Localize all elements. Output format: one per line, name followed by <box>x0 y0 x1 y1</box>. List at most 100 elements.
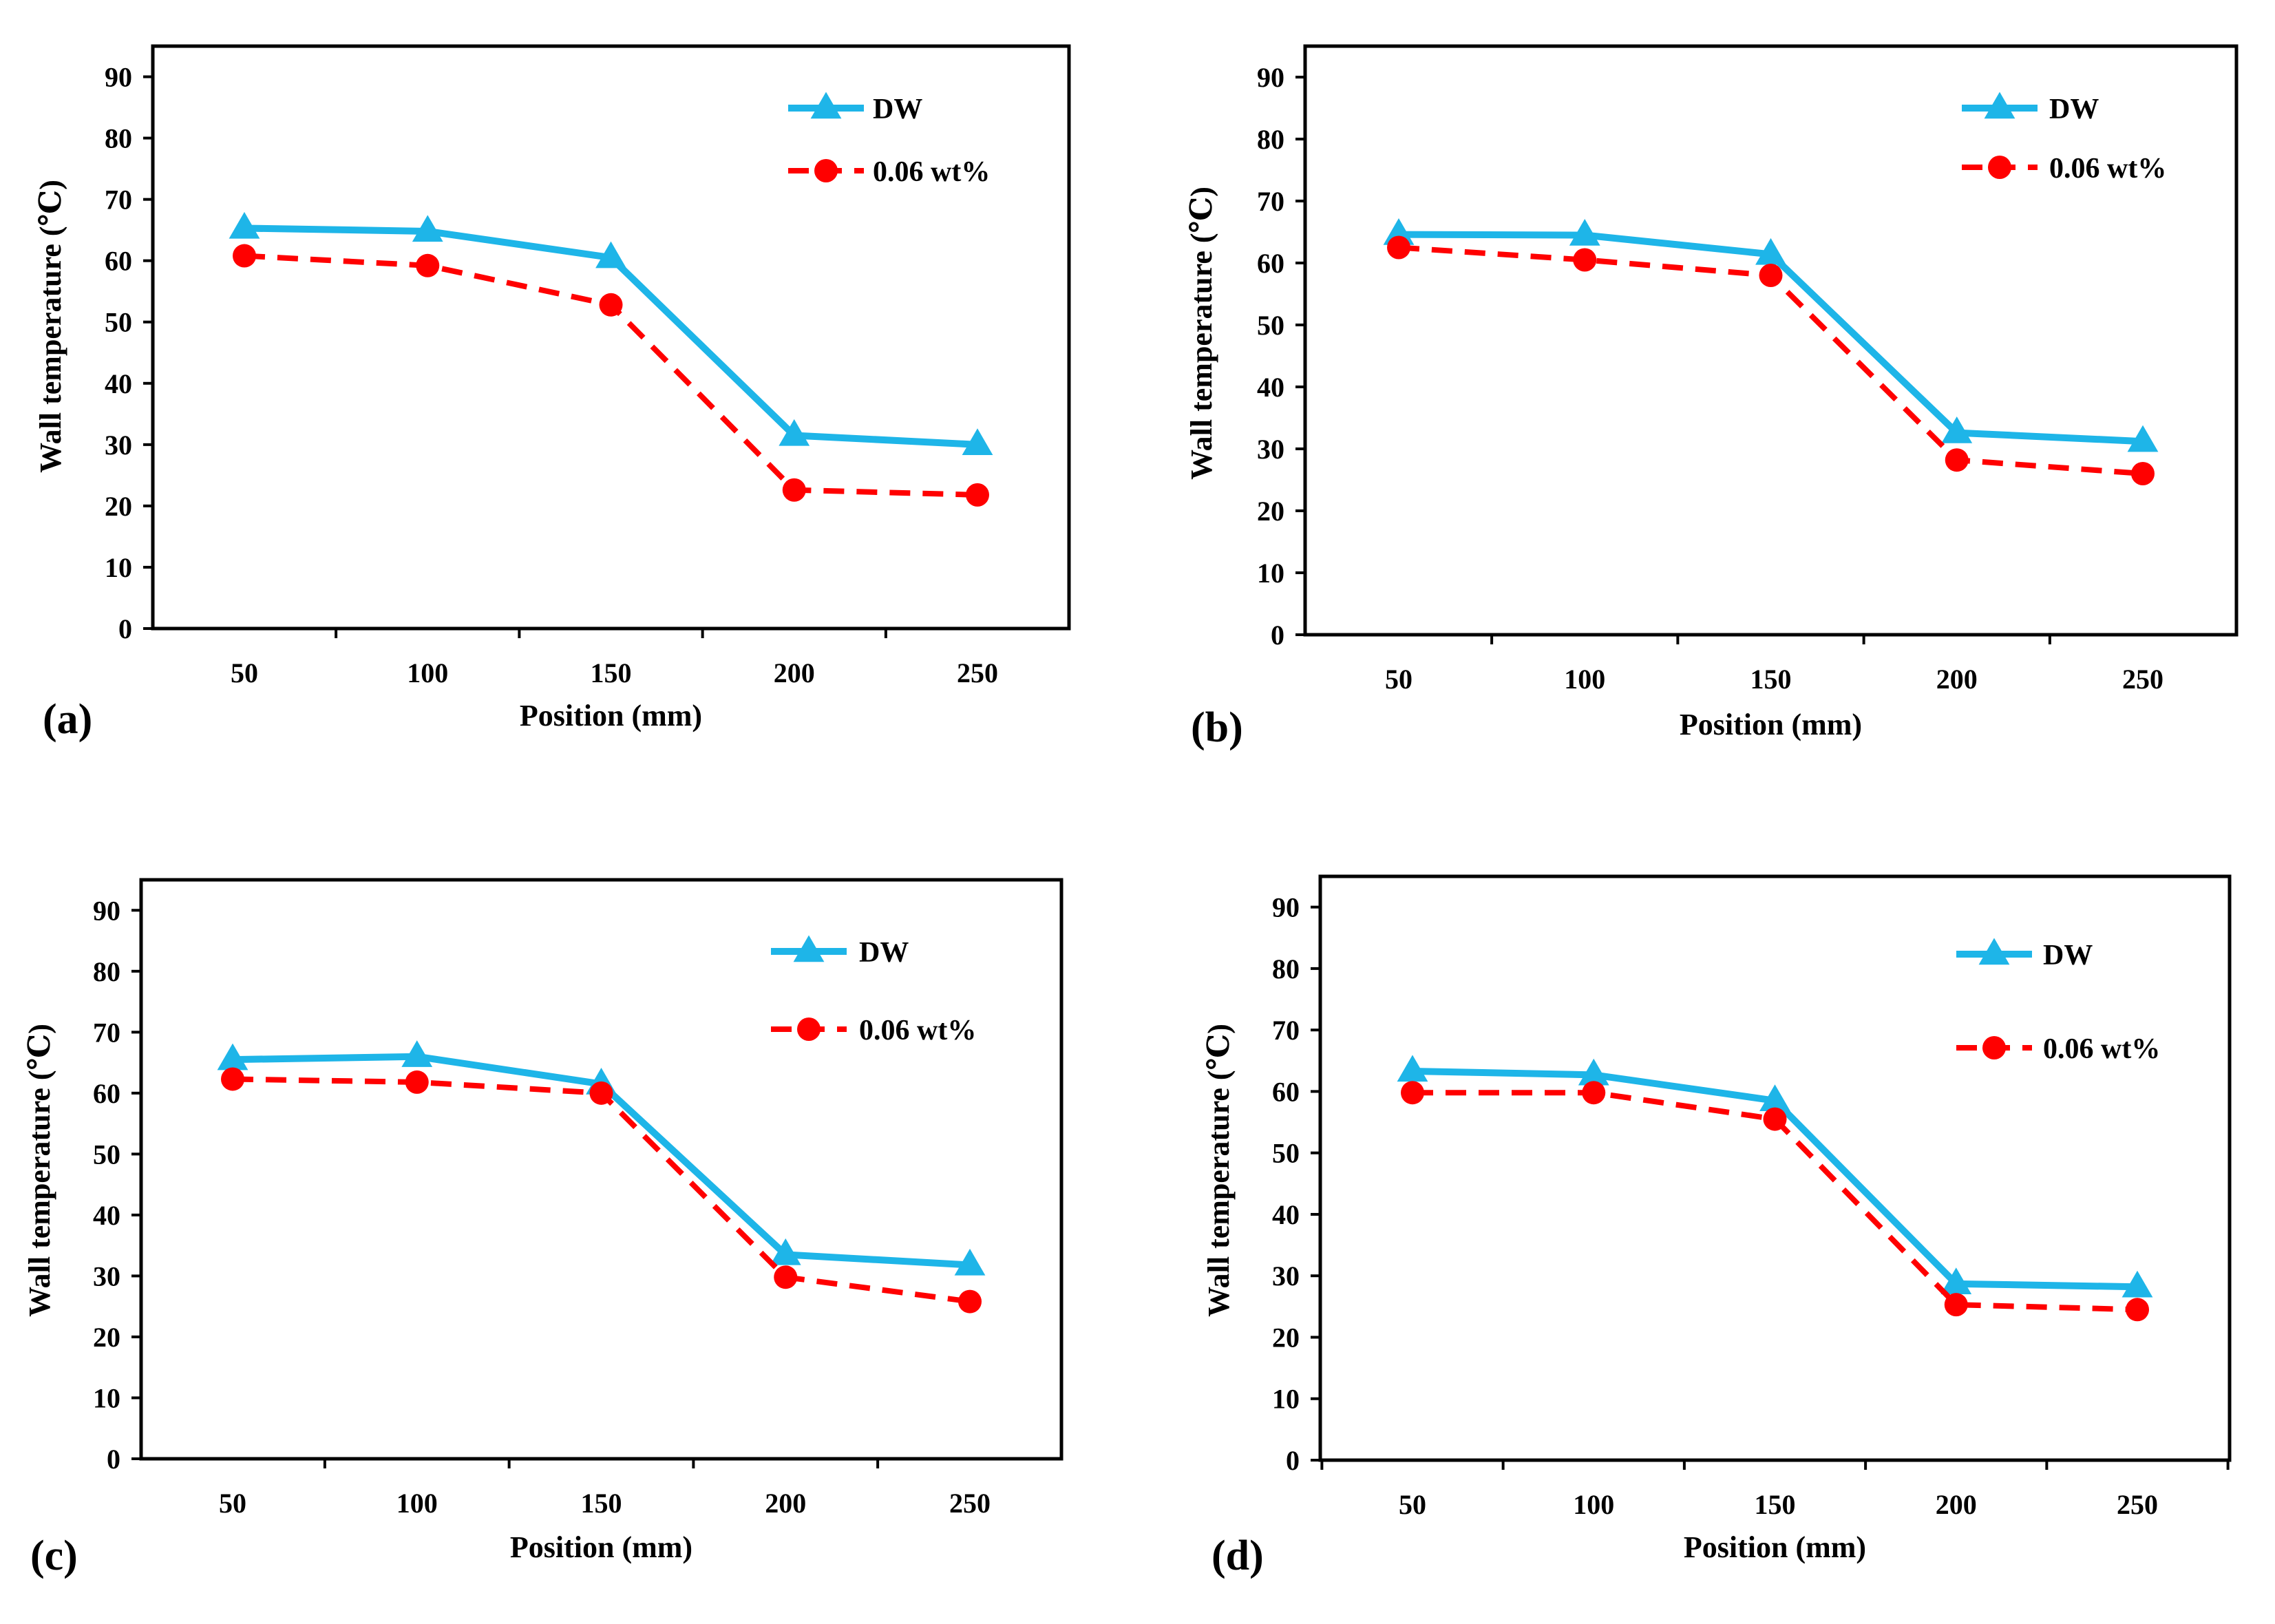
legend-marker-dw <box>1978 938 2010 965</box>
x-tick-label: 100 <box>1573 1489 1614 1520</box>
data-point-nanofluid <box>233 244 256 268</box>
y-tick-label: 90 <box>1257 62 1284 93</box>
legend-label-nanofluid: 0.06 wt% <box>873 156 990 188</box>
data-point-nanofluid <box>1573 248 1597 272</box>
y-tick-label: 30 <box>105 430 132 461</box>
legend-label-dw: DW <box>859 937 909 969</box>
legend-label-nanofluid: 0.06 wt% <box>859 1015 976 1046</box>
x-tick-label: 100 <box>396 1488 438 1519</box>
y-tick-label: 10 <box>1272 1384 1300 1415</box>
legend-label-nanofluid: 0.06 wt% <box>2049 153 2166 184</box>
data-point-dw <box>595 241 626 268</box>
y-tick-label: 50 <box>105 307 132 338</box>
y-tick-label: 10 <box>105 552 132 583</box>
legend-label-dw: DW <box>2049 94 2099 125</box>
data-point-nanofluid <box>1759 264 1783 287</box>
data-point-dw <box>217 1043 248 1071</box>
data-point-dw <box>962 428 993 456</box>
legend-marker-dw <box>793 935 825 962</box>
x-tick-label: 50 <box>1399 1489 1426 1520</box>
y-tick-label: 50 <box>1272 1138 1300 1169</box>
y-tick-label: 50 <box>93 1139 120 1170</box>
data-point-nanofluid <box>782 478 806 502</box>
y-tick-label: 20 <box>1257 496 1284 527</box>
y-tick-label: 0 <box>107 1444 120 1475</box>
data-point-dw <box>229 211 260 239</box>
y-tick-label: 80 <box>105 123 132 154</box>
y-axis-title: Wall temperature (℃) <box>23 1024 56 1317</box>
x-tick-label: 250 <box>2122 664 2163 695</box>
y-tick-label: 30 <box>1257 434 1284 465</box>
x-tick-label: 50 <box>219 1488 246 1519</box>
data-point-dw <box>1383 218 1415 245</box>
x-tick-label: 200 <box>1936 664 1978 695</box>
y-tick-label: 0 <box>1286 1445 1300 1476</box>
data-point-nanofluid <box>1763 1107 1787 1131</box>
x-tick-label: 100 <box>407 657 448 688</box>
y-tick-label: 20 <box>1272 1322 1300 1353</box>
y-tick-label: 90 <box>93 895 120 926</box>
x-tick-label: 150 <box>1755 1489 1796 1520</box>
legend-label-nanofluid: 0.06 wt% <box>2043 1033 2160 1065</box>
data-point-dw <box>2121 1270 2153 1298</box>
data-point-dw <box>1940 1267 1972 1295</box>
y-axis-title: Wall temperature (℃) <box>1185 187 1218 480</box>
x-tick-label: 150 <box>1750 664 1792 695</box>
y-tick-label: 10 <box>93 1382 120 1413</box>
y-tick-label: 40 <box>93 1200 120 1231</box>
panel-label: (b) <box>1191 704 1243 751</box>
x-axis-title: Position (mm) <box>520 699 702 732</box>
x-tick-label: 150 <box>581 1488 622 1519</box>
y-axis-title: Wall temperature (℃) <box>1202 1024 1236 1317</box>
chart-panel-d: 0 10 20 30 40 50 60 70 80 90 50 100 150 200 250 Positio… <box>1202 874 2232 1579</box>
data-point-dw <box>1941 416 1973 443</box>
x-tick-label: 250 <box>957 657 998 688</box>
data-point-dw <box>954 1248 986 1276</box>
y-tick-label: 80 <box>93 956 120 987</box>
data-point-nanofluid <box>774 1265 798 1289</box>
y-tick-label: 20 <box>93 1322 120 1353</box>
chart-panel-c: 0 10 20 30 40 50 60 70 80 90 50 100 150 200 250 Positio… <box>23 878 1064 1579</box>
data-point-dw <box>1397 1055 1428 1082</box>
data-point-dw <box>779 419 810 446</box>
data-point-dw <box>2127 425 2159 452</box>
legend-marker-dw <box>810 92 842 119</box>
y-tick-label: 40 <box>105 368 132 399</box>
y-tick-label: 0 <box>1271 620 1284 651</box>
x-tick-label: 50 <box>231 657 258 688</box>
y-tick-label: 30 <box>93 1261 120 1291</box>
data-point-nanofluid <box>589 1081 613 1105</box>
legend-marker-nanofluid <box>1982 1036 2006 1059</box>
data-point-dw <box>1759 1084 1790 1112</box>
data-point-nanofluid <box>1944 1293 1968 1317</box>
data-point-nanofluid <box>958 1289 982 1314</box>
x-tick-label: 150 <box>591 657 632 688</box>
x-axis-title: Position (mm) <box>1680 708 1862 741</box>
data-point-nanofluid <box>1387 235 1410 260</box>
y-tick-label: 70 <box>1257 186 1284 217</box>
data-point-nanofluid <box>1945 448 1969 472</box>
y-tick-label: 60 <box>1272 1076 1300 1107</box>
chart-panel-a: 0 10 20 30 40 50 60 70 80 90 50 100 150 200 250 Positio… <box>34 44 1071 743</box>
y-tick-label: 30 <box>1272 1261 1300 1291</box>
y-tick-label: 70 <box>105 184 132 215</box>
y-tick-label: 40 <box>1257 372 1284 403</box>
data-point-nanofluid <box>599 293 623 317</box>
y-tick-label: 70 <box>93 1017 120 1048</box>
data-point-nanofluid <box>405 1070 429 1094</box>
legend-label-dw: DW <box>2043 940 2093 971</box>
y-tick-label: 90 <box>1272 892 1300 923</box>
x-tick-label: 100 <box>1564 664 1605 695</box>
y-tick-label: 80 <box>1257 124 1284 155</box>
plot-frame <box>1303 44 2239 637</box>
legend-label-dw: DW <box>873 94 922 125</box>
data-point-dw <box>1578 1058 1609 1086</box>
panel-label: (d) <box>1211 1532 1264 1579</box>
data-point-dw <box>412 215 443 242</box>
y-tick-label: 0 <box>118 613 132 644</box>
y-tick-label: 60 <box>93 1078 120 1109</box>
x-tick-label: 250 <box>2117 1489 2158 1520</box>
data-point-dw <box>1569 218 1600 246</box>
y-tick-label: 70 <box>1272 1015 1300 1046</box>
